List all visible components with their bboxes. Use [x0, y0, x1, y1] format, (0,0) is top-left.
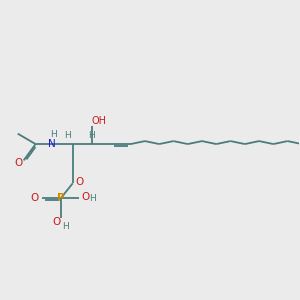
Text: H: H [89, 194, 96, 203]
Text: O: O [14, 158, 22, 168]
Text: H: H [64, 130, 71, 140]
Text: O: O [81, 192, 89, 202]
Text: H: H [62, 222, 69, 231]
Text: OH: OH [91, 116, 106, 127]
Text: P: P [57, 193, 64, 203]
Text: H: H [88, 130, 94, 140]
Text: O: O [31, 193, 39, 202]
Text: O: O [75, 177, 83, 188]
Text: N: N [48, 139, 56, 149]
Text: H: H [50, 130, 57, 139]
Text: O: O [53, 217, 61, 227]
